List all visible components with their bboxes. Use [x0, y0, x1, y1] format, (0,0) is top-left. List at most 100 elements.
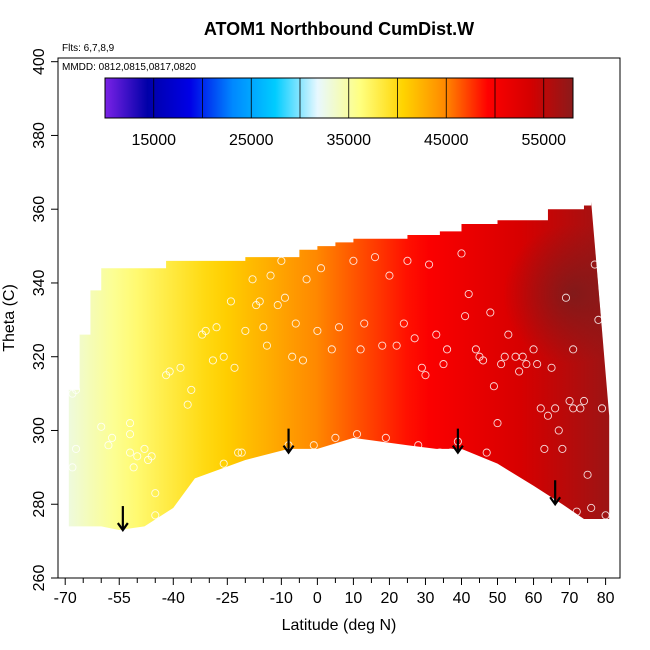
- flight-point: [540, 444, 549, 453]
- x-tick-label: -55: [108, 590, 131, 607]
- flight-point: [504, 330, 513, 339]
- flight-point: [497, 360, 506, 369]
- flight-point: [176, 363, 185, 372]
- flight-point: [259, 323, 268, 332]
- field-layer: [68, 201, 610, 532]
- flight-point: [327, 345, 336, 354]
- colorbar-dividers: [153, 78, 545, 118]
- flight-point: [302, 275, 311, 284]
- x-tick-label: 10: [345, 590, 363, 607]
- heatmap-field: [68, 201, 610, 531]
- flight-point: [565, 396, 574, 406]
- flight-point: [334, 323, 344, 332]
- dates-note: MMDD: 0812,0815,0817,0820: [62, 62, 196, 73]
- flight-point: [183, 400, 192, 409]
- flight-point: [237, 448, 246, 457]
- flight-point: [432, 330, 441, 339]
- y-tick-label: 380: [31, 122, 48, 149]
- flight-point: [590, 260, 599, 269]
- flight-point: [414, 441, 423, 450]
- arrow-markers: [116, 428, 562, 532]
- flight-point: [572, 507, 581, 516]
- flight-point: [385, 271, 394, 280]
- flight-point: [457, 249, 466, 258]
- flight-point: [500, 352, 509, 361]
- flight-point: [331, 433, 340, 442]
- flight-point: [241, 326, 250, 335]
- flight-point: [126, 430, 135, 439]
- flight-point: [230, 363, 239, 372]
- colorbar-tick-label: 55000: [522, 132, 567, 149]
- flight-point: [594, 315, 603, 324]
- flight-point: [533, 360, 542, 369]
- flight-point: [493, 419, 502, 428]
- flight-point: [360, 319, 369, 328]
- flight-point: [579, 396, 589, 406]
- colorbar-labels: 15000 25000 35000 45000 55000: [132, 132, 567, 149]
- flight-point: [554, 426, 563, 435]
- flight-point: [536, 404, 545, 413]
- flight-point: [277, 256, 286, 265]
- flight-point: [352, 430, 362, 439]
- x-tick-label: -40: [162, 590, 185, 607]
- flight-point: [71, 385, 81, 394]
- flight-point: [126, 448, 135, 457]
- flight-point: [266, 271, 275, 280]
- flight-point: [248, 275, 257, 284]
- down-arrow: [549, 480, 562, 507]
- flight-point: [392, 341, 401, 350]
- x-tick-label: 70: [561, 590, 579, 607]
- flight-point: [219, 459, 228, 468]
- heatmap-dark-region: [503, 224, 610, 365]
- chart-title: ATOM1 Northbound CumDist.W: [204, 19, 474, 39]
- flight-point: [273, 301, 282, 310]
- colorbar-tick-label: 35000: [327, 132, 372, 149]
- y-axis: 260 280 300 320 340 360 380 400: [31, 48, 58, 591]
- flight-point: [561, 293, 571, 302]
- flight-point: [226, 297, 235, 306]
- flight-point: [446, 448, 455, 457]
- y-tick-label: 340: [31, 270, 48, 297]
- flight-point: [280, 293, 290, 302]
- y-axis-label: Theta (C): [1, 284, 18, 352]
- flight-point: [435, 448, 444, 457]
- flight-point: [107, 433, 117, 442]
- flight-point: [569, 345, 578, 354]
- flight-point: [126, 419, 135, 428]
- y-tick-label: 260: [31, 565, 48, 592]
- flight-point: [471, 345, 480, 354]
- flight-point: [309, 441, 318, 450]
- flight-point: [543, 411, 552, 420]
- y-tick-label: 300: [31, 417, 48, 444]
- flights-note: Flts: 6,7,8,9: [62, 43, 115, 54]
- flight-point: [234, 448, 243, 457]
- x-tick-label: 0: [313, 590, 322, 607]
- flight-point: [68, 463, 77, 472]
- flight-point: [410, 334, 419, 343]
- y-tick-label: 400: [31, 48, 48, 75]
- flight-point: [291, 319, 300, 328]
- y-tick-label: 320: [31, 343, 48, 370]
- flight-point: [522, 360, 531, 369]
- x-tick-label: 60: [525, 590, 543, 607]
- flight-point: [381, 433, 390, 442]
- flight-point: [421, 371, 430, 380]
- flight-point: [425, 260, 434, 269]
- x-axis-label: Latitude (deg N): [282, 617, 397, 634]
- plot-frame: [57, 57, 621, 579]
- flight-point: [489, 382, 498, 391]
- flight-point: [151, 511, 160, 520]
- arrow-head: [282, 444, 295, 455]
- colorbar: 15000 25000 35000 45000 55000: [104, 77, 574, 149]
- flight-point: [262, 341, 271, 350]
- flight-point: [133, 452, 142, 461]
- x-tick-label: -70: [54, 590, 77, 607]
- arrow-head: [451, 444, 464, 455]
- flight-point: [71, 444, 81, 453]
- flight-point: [479, 356, 488, 365]
- x-tick-label: -25: [216, 590, 239, 607]
- arrow-head: [549, 496, 562, 507]
- colorbar-tick-label: 15000: [132, 132, 177, 149]
- flight-point: [129, 463, 138, 472]
